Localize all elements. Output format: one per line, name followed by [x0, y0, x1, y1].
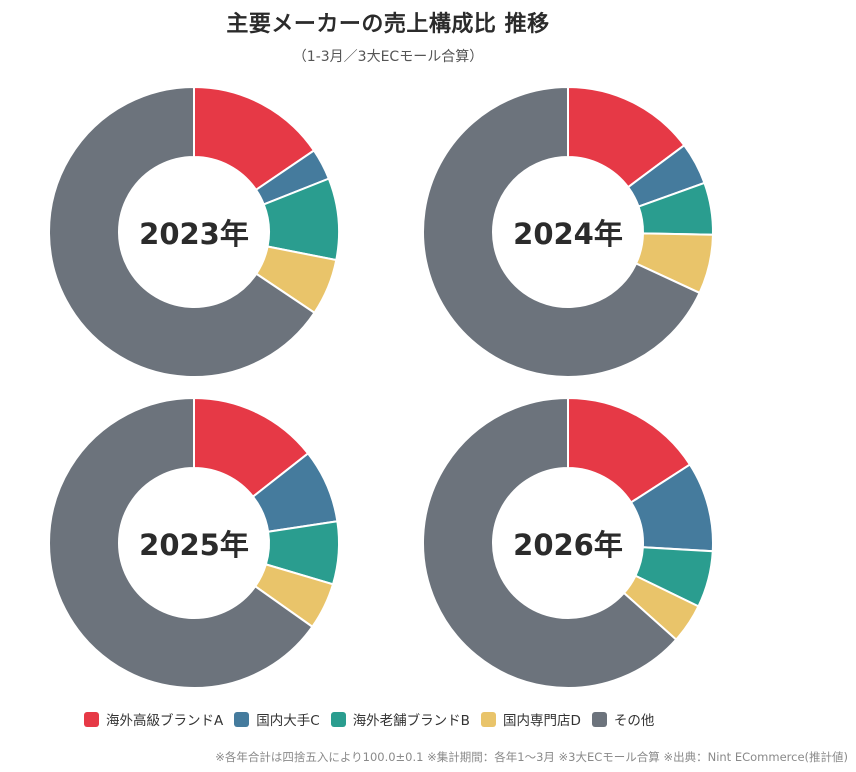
legend-label: その他	[613, 713, 655, 729]
donut-segment	[48, 396, 314, 689]
legend-swatch-icon	[84, 711, 99, 727]
legend-swatch-icon	[480, 711, 496, 727]
legend-item-maker-c[interactable]: 国内大手C	[234, 709, 320, 729]
donut-svg	[422, 396, 714, 689]
legend-item-brand-b[interactable]: 海外老舗ブランドB	[330, 709, 470, 729]
donut-segment	[422, 85, 701, 378]
chart-title: 主要メーカーの売上構成比 推移	[226, 12, 550, 37]
legend-item-other[interactable]: その他	[591, 709, 655, 729]
donut-svg	[48, 396, 340, 689]
footnote: ※各年合計は四捨五入により100.0±0.1 ※集計期間：各年1〜3月 ※3大E…	[215, 750, 848, 764]
donut-center-label: 2025年	[139, 528, 249, 562]
legend-item-brand-a[interactable]: 海外高級ブランドA	[84, 709, 223, 729]
donut-chart-2024: 2024年	[418, 82, 718, 382]
legend-swatch-icon	[330, 711, 346, 727]
legend-label: 国内大手C	[256, 713, 320, 729]
donut-center-label: 2024年	[513, 217, 623, 251]
chart-subtitle: （1-3月／3大ECモール合算）	[292, 49, 484, 65]
donut-segment	[422, 396, 678, 689]
donut-svg	[422, 85, 714, 378]
legend-item-store-d[interactable]: 国内専門店D	[480, 709, 581, 729]
chart-legend: 海外高級ブランドA 国内大手C 海外老舗ブランドB 国内専門店D その他	[84, 709, 665, 729]
donut-svg	[48, 85, 340, 378]
legend-swatch-icon	[591, 711, 607, 727]
legend-swatch-icon	[234, 711, 250, 727]
legend-label: 海外高級ブランドA	[106, 713, 224, 729]
donut-center-label: 2026年	[513, 528, 623, 562]
donut-chart-2026: 2026年	[418, 393, 718, 693]
donut-chart-2025: 2025年	[44, 393, 344, 693]
legend-label: 海外老舗ブランドB	[352, 713, 470, 729]
donut-chart-2023: 2023年	[44, 82, 344, 382]
donut-segment	[48, 85, 316, 378]
legend-label: 国内専門店D	[502, 713, 581, 729]
donut-center-label: 2023年	[139, 217, 249, 251]
